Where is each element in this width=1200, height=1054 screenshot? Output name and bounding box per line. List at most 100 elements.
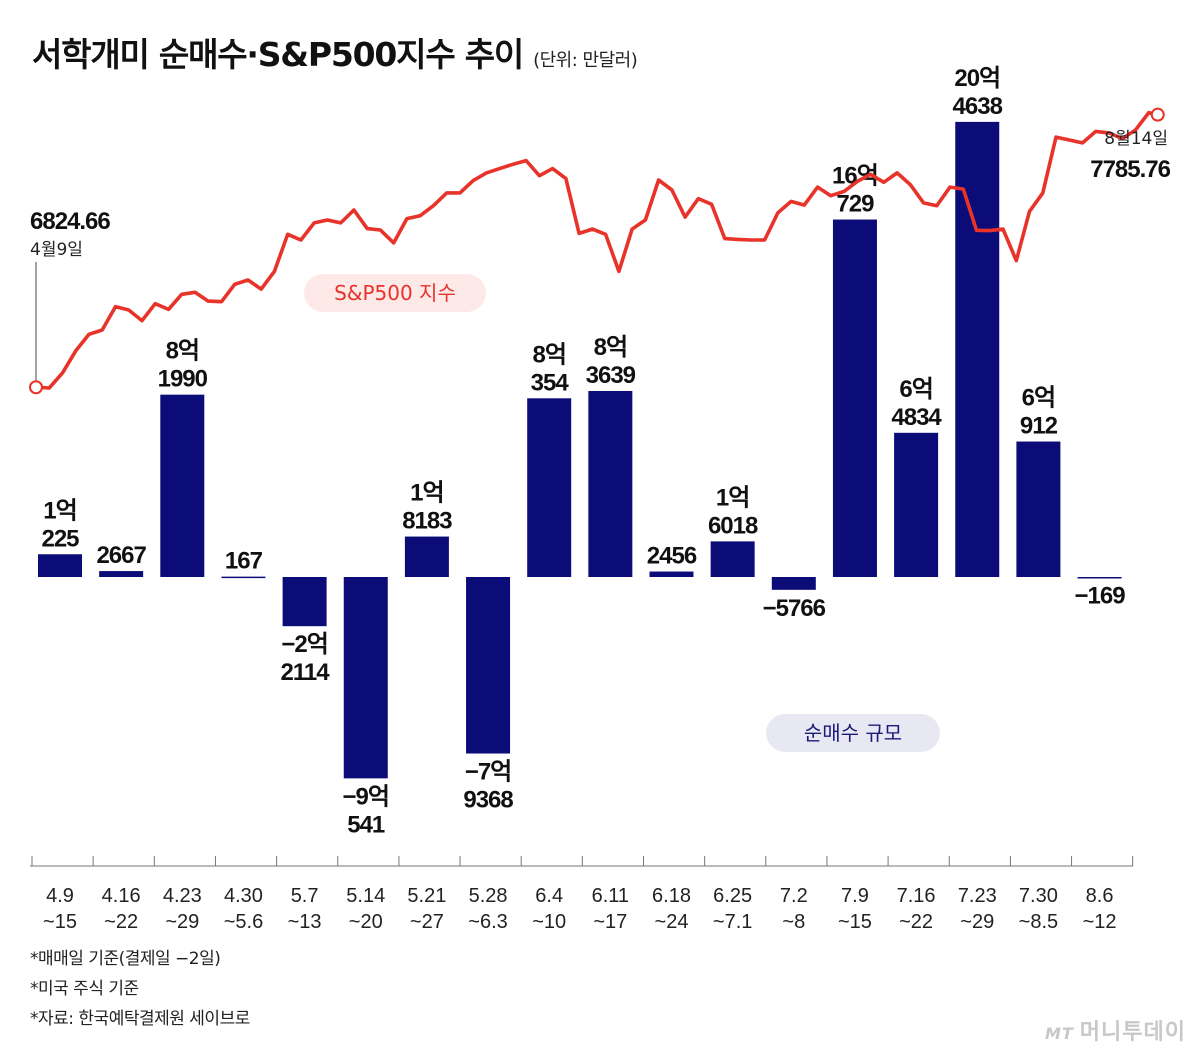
x-tick-label: ~17 [593,911,627,933]
bar-data-label: 1990 [158,366,208,393]
bar-data-label: 2114 [281,659,331,686]
bar-legend-label: 순매수 규모 [804,721,902,745]
bar [649,571,694,577]
bar [832,219,877,578]
x-tick-label: ~15 [43,911,77,933]
x-tick-label: 7.2 [780,885,808,907]
x-tick-label: 4.9 [46,885,74,907]
note-line: *자료: 한국예탁결제원 세이브로 [30,1009,250,1029]
x-tick-label: 4.23 [163,885,202,907]
bar-data-label: 3639 [586,362,636,389]
x-tick-label: 7.16 [897,885,936,907]
bar [588,390,633,577]
bar-data-label: −2억 [281,631,327,658]
x-tick-label: 8.6 [1086,885,1114,907]
line-layer: 6824.66 4월9일 8월14일 7785.76 [29,107,1172,395]
bar-data-label: 1억 [716,484,749,511]
bar-data-label: 8억 [166,338,199,365]
bars-layer: 1억22526678억1990167−2억2114−9억5411억8183−7억… [38,65,1126,838]
x-tick-label: 4.30 [224,885,263,907]
note-line: *미국 주식 기준 [30,979,139,999]
end-marker [1150,107,1165,122]
bar-data-label: 1억 [43,497,76,524]
bar-data-label: 4834 [891,404,942,431]
logo-mark: MT [1044,1024,1074,1043]
bar-data-label: 541 [347,811,385,838]
x-axis: 4.9 ~15 4.16 ~22 4.23 ~29 4.30 ~5.6 5.7 ~13 5.14 ~2… [30,856,1134,933]
x-tick-label: ~6.3 [468,911,507,933]
bar [404,536,449,577]
bar-data-label: −7억 [465,759,511,786]
bar-data-label: 8183 [402,508,452,535]
note-line: *매매일 기준(결제일 −2일) [30,949,221,969]
end-value-label: 7785.76 [1090,156,1170,183]
bar-data-label: 225 [41,525,79,552]
x-tick-label: ~5.6 [224,911,263,933]
bar-data-label: 8억 [594,334,627,361]
notes: *매매일 기준(결제일 −2일) *미국 주식 기준 *자료: 한국예탁결제원 … [30,944,250,1034]
x-tick-label: 7.30 [1019,885,1058,907]
x-tick-label: ~15 [838,911,872,933]
bar-data-label: 167 [225,548,263,575]
bar-data-label: 2456 [647,543,697,570]
bar [771,577,816,590]
bar [99,571,144,577]
bar-data-label: 6018 [708,512,758,539]
bar-data-label: 2667 [96,542,146,569]
x-tick-label: ~7.1 [713,911,752,933]
x-tick-label: ~12 [1083,911,1117,933]
bar [160,394,205,577]
x-tick-label: 4.16 [102,885,141,907]
bar-legend-pill [766,714,940,752]
logo-text: 머니투데이 [1079,1020,1186,1045]
end-date-label: 8월14일 [1104,129,1168,149]
unit-label: (단위: 만달러) [533,50,638,71]
x-tick-label: 6.4 [535,885,563,907]
bar-data-label: 6억 [899,376,932,403]
start-date-label: 4월9일 [30,240,83,260]
publisher-logo: MT 머니투데이 [1045,1014,1186,1046]
x-tick-label: 6.25 [713,885,752,907]
bar [527,398,572,577]
x-tick-label: 7.9 [841,885,869,907]
x-tick-label: 6.11 [592,885,629,907]
x-tick-label: ~10 [532,911,566,933]
start-value-label: 6824.66 [30,208,110,235]
x-tick-label: ~8 [782,911,805,933]
bar-data-label: 9368 [463,787,513,814]
bar-data-label: 729 [836,191,874,218]
bar-data-label: 912 [1020,413,1058,440]
bar-data-label: 4638 [953,93,1003,120]
x-tick-label: ~29 [960,911,994,933]
bar-data-label: 6억 [1022,385,1055,412]
x-tick-label: ~13 [288,911,322,933]
legend-layer: S&P500 지수 순매수 규모 [304,274,940,752]
bar [343,577,388,779]
bar-data-label: −169 [1075,582,1126,609]
x-tick-label: ~24 [655,911,689,933]
start-marker [29,380,43,395]
bar [955,121,1000,578]
title-row: 서학개미 순매수·S&P500지수 추이 (단위: 만달러) [32,28,638,76]
x-tick-label: ~27 [410,911,444,933]
bar [38,554,82,577]
bar [1016,441,1061,577]
x-tick-label: 5.28 [469,885,508,907]
line-legend-label: S&P500 지수 [334,281,456,305]
bar-data-label: −5766 [763,595,826,622]
bar-data-label: −9억 [343,783,389,810]
x-tick-label: ~22 [899,911,933,933]
chart-title: 서학개미 순매수·S&P500지수 추이 [32,35,524,74]
bar [221,576,266,579]
x-tick-label: ~29 [165,911,199,933]
x-tick-label: 7.23 [958,885,997,907]
x-tick-label: ~20 [349,911,383,933]
bar [710,541,755,577]
bar [1077,577,1122,579]
x-tick-label: 6.18 [652,885,691,907]
x-tick-label: 5.21 [407,885,446,907]
bar-data-label: 354 [531,369,570,396]
bar [282,577,327,627]
x-tick-label: 5.14 [346,885,385,907]
x-tick-label: ~8.5 [1019,911,1058,933]
